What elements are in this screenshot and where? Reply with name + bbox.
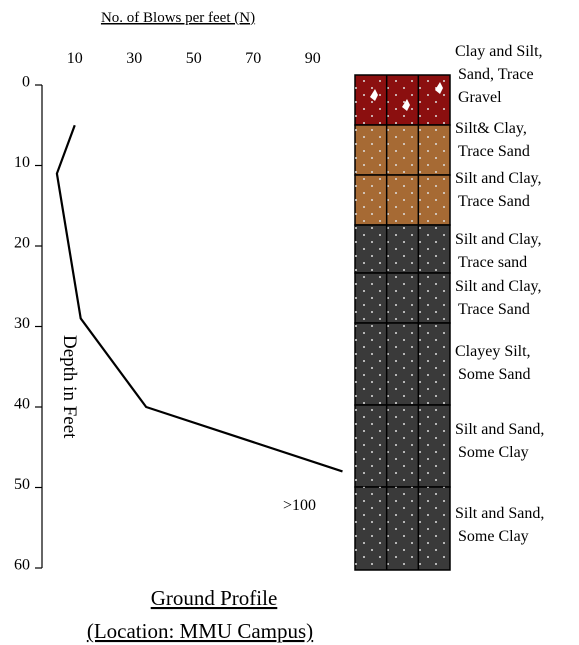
layer-label: Some Clay [458,528,529,545]
layer-label: Some Clay [458,444,529,461]
x-tick-label: 10 [67,50,83,67]
soil-texture [355,405,450,487]
caption: (Location: MMU Campus) [87,619,313,643]
y-tick-label: 0 [22,74,30,91]
layer-label: Clayey Silt, [455,343,531,360]
y-tick-label: 10 [14,154,30,171]
layer-label: Silt and Sand, [455,505,544,522]
soil-texture [355,125,450,175]
y-tick-label: 20 [14,235,30,252]
chart: No. of Blows per feet (N) Depth in Feet … [0,0,579,645]
caption: Ground Profile [151,586,278,610]
soil-texture [355,75,450,125]
layer-label: Some Sand [458,366,530,383]
layer-label: Silt and Sand, [455,421,544,438]
chart-title: No. of Blows per feet (N) [101,10,255,26]
y-tick-label: 50 [14,476,30,493]
soil-texture [355,487,450,570]
layer-label: Silt& Clay, [455,120,527,137]
x-tick-label: 90 [305,50,321,67]
y-tick-label: 60 [14,557,30,574]
layer-label: Silt and Clay, [455,231,542,248]
y-tick-label: 30 [14,315,30,332]
data-line [57,125,343,471]
layer-label: Trace sand [458,254,527,271]
layer-label: Trace Sand [458,193,530,210]
layer-label: Clay and Silt, [455,43,543,60]
layer-label: Trace Sand [458,301,530,318]
x-tick-label: 50 [186,50,202,67]
annotation: >100 [283,497,316,514]
x-tick-label: 30 [126,50,142,67]
x-tick-label: 70 [245,50,261,67]
layer-label: Silt and Clay, [455,278,542,295]
layer-label: Silt and Clay, [455,170,542,187]
y-tick-label: 40 [14,396,30,413]
soil-texture [355,225,450,273]
soil-texture [355,175,450,225]
layer-label: Trace Sand [458,143,530,160]
soil-texture [355,323,450,405]
layer-label: Gravel [458,89,502,106]
soil-texture [355,273,450,323]
y-axis-label: Depth in Feet [59,335,80,439]
layer-label: Sand, Trace [458,66,534,83]
